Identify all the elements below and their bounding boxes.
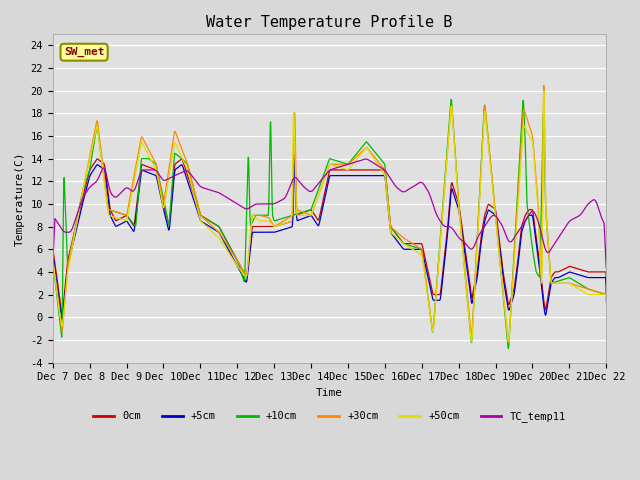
0cm: [278, 221, 285, 227]
TC_temp11: [167, 175, 175, 180]
+5cm: [49, 290, 56, 296]
+10cm: [49, 277, 56, 283]
+30cm: [427, 313, 435, 319]
Title: Water Temperature Profile B: Water Temperature Profile B: [206, 15, 452, 30]
Line: 0cm: 0cm: [52, 155, 606, 315]
0cm: [602, 280, 610, 286]
0cm: [275, 222, 283, 228]
+10cm: [602, 299, 610, 305]
+50cm: [278, 221, 285, 227]
+30cm: [602, 297, 610, 303]
TC_temp11: [278, 197, 285, 203]
TC_temp11: [362, 156, 369, 162]
0cm: [168, 201, 175, 206]
TC_temp11: [49, 261, 56, 266]
+10cm: [447, 96, 455, 102]
+10cm: [427, 314, 435, 320]
+10cm: [167, 198, 175, 204]
+50cm: [275, 222, 282, 228]
+50cm: [504, 339, 512, 345]
+5cm: [81, 192, 88, 198]
+10cm: [278, 216, 285, 222]
+50cm: [540, 88, 548, 94]
+50cm: [427, 314, 435, 320]
+30cm: [278, 219, 285, 225]
+5cm: [58, 317, 66, 323]
X-axis label: Time: Time: [316, 388, 343, 398]
0cm: [49, 281, 56, 287]
+30cm: [49, 287, 56, 292]
+5cm: [168, 206, 175, 212]
0cm: [428, 284, 435, 289]
Legend: 0cm, +5cm, +10cm, +30cm, +50cm, TC_temp11: 0cm, +5cm, +10cm, +30cm, +50cm, TC_temp1…: [89, 407, 570, 427]
TC_temp11: [256, 201, 264, 207]
Line: +10cm: +10cm: [52, 99, 606, 348]
+5cm: [291, 159, 298, 165]
+5cm: [428, 289, 435, 295]
Line: +50cm: +50cm: [52, 91, 606, 342]
+50cm: [81, 180, 88, 186]
Y-axis label: Temperature(C): Temperature(C): [15, 151, 25, 246]
0cm: [256, 224, 264, 229]
+5cm: [602, 292, 610, 298]
+50cm: [256, 218, 264, 224]
+5cm: [256, 229, 264, 235]
Line: +5cm: +5cm: [52, 162, 606, 320]
+30cm: [256, 213, 264, 218]
+10cm: [256, 212, 264, 218]
+50cm: [602, 298, 610, 303]
+30cm: [81, 180, 88, 185]
+5cm: [275, 228, 283, 234]
+30cm: [167, 153, 175, 158]
+50cm: [49, 287, 56, 292]
+50cm: [167, 162, 175, 168]
Text: SW_met: SW_met: [64, 47, 104, 57]
+10cm: [275, 216, 282, 222]
Line: +30cm: +30cm: [52, 85, 606, 342]
+5cm: [278, 227, 285, 233]
TC_temp11: [81, 192, 88, 198]
Line: TC_temp11: TC_temp11: [52, 159, 606, 268]
0cm: [58, 312, 66, 318]
TC_temp11: [427, 195, 435, 201]
TC_temp11: [275, 199, 282, 204]
+30cm: [504, 339, 512, 345]
+30cm: [540, 83, 548, 88]
+10cm: [81, 183, 88, 189]
+30cm: [275, 221, 282, 227]
+10cm: [504, 346, 512, 351]
0cm: [81, 186, 88, 192]
0cm: [291, 152, 298, 157]
TC_temp11: [602, 265, 610, 271]
